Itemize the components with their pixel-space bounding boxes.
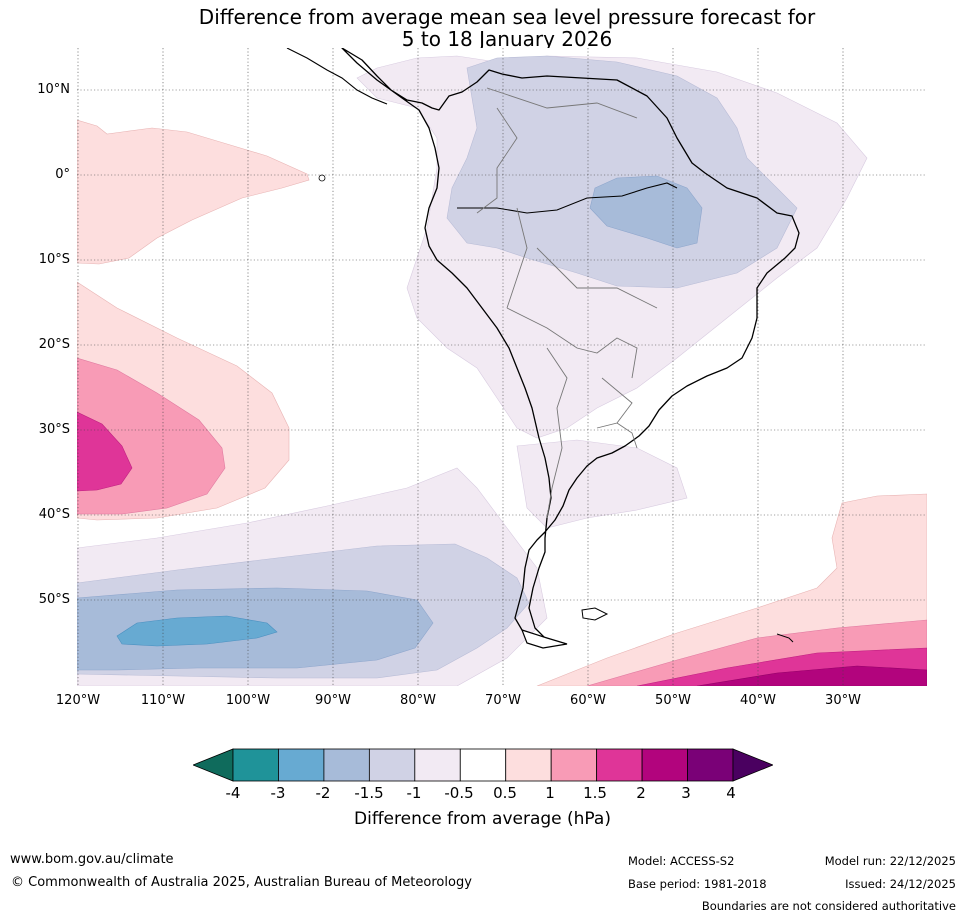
- lon-label-100w: 100°W: [225, 693, 271, 708]
- map-title-line-1: Difference from average mean sea level p…: [198, 5, 816, 29]
- colorbar-tick-label: 1: [545, 784, 555, 802]
- lat-label-50s: 50°S: [38, 592, 70, 607]
- colorbar-cell: [641, 748, 688, 782]
- colorbar-cell: [368, 748, 416, 782]
- colorbar-tick-label: 3: [681, 784, 691, 802]
- colorbar-cell: [459, 748, 507, 782]
- negative-anomaly-2-southern-pacific: [116, 615, 278, 647]
- base-period: Base period: 1981-2018: [628, 877, 767, 891]
- colorbar-tick-label: -3: [270, 784, 286, 802]
- colorbar-tick-label: 0.5: [493, 784, 517, 802]
- colorbar-extend-low-arrow: [193, 748, 234, 782]
- model-run-date: Model run: 22/12/2025: [824, 854, 956, 868]
- tierra-del-fuego: [520, 629, 568, 649]
- copyright-notice: © Commonwealth of Australia 2025, Austra…: [11, 875, 472, 890]
- colorbar-extend-high-arrow: [732, 748, 773, 782]
- south-georgia: [776, 633, 794, 643]
- colorbar-tick-label: -2: [315, 784, 331, 802]
- positive-anomaly-1.5-southeast-pacific: [77, 411, 133, 492]
- colorbar-cell: [505, 748, 552, 782]
- lon-label-80w: 80°W: [400, 693, 436, 708]
- lat-label-0: 0°: [55, 167, 70, 182]
- negative-anomaly-0.5-patagonia: [516, 439, 688, 529]
- colorbar-cell: [323, 748, 370, 782]
- colorbar-cell: [232, 748, 279, 782]
- lon-label-30w: 30°W: [825, 693, 861, 708]
- colorbar-tick-label: -0.5: [444, 784, 474, 802]
- lat-label-20s: 20°S: [38, 337, 70, 352]
- website-link[interactable]: www.bom.gov.au/climate: [10, 852, 174, 867]
- colorbar-label: Difference from average (hPa): [354, 809, 611, 829]
- galapagos-islands: [318, 174, 326, 182]
- lon-label-40w: 40°W: [740, 693, 776, 708]
- colorbar-cell: [414, 748, 461, 782]
- colorbar-tick-label: -4: [225, 784, 241, 802]
- graticule: [77, 48, 927, 686]
- amazon-river: [457, 182, 678, 214]
- falkland-islands: [581, 607, 609, 621]
- lat-label-10s: 10°S: [38, 252, 70, 267]
- positive-anomaly-0.5-equatorial-pacific: [77, 119, 310, 265]
- lon-label-110w: 110°W: [140, 693, 186, 708]
- lon-label-120w: 120°W: [55, 693, 101, 708]
- lat-label-30s: 30°S: [38, 422, 70, 437]
- colorbar-cell: [596, 748, 643, 782]
- lat-label-40s: 40°S: [38, 507, 70, 522]
- colorbar-cell: [550, 748, 598, 782]
- map-title-line-2: 5 to 18 January 2026: [401, 27, 613, 51]
- negative-anomaly-1-south-america: [446, 55, 798, 289]
- lon-label-90w: 90°W: [315, 693, 351, 708]
- lon-label-50w: 50°W: [655, 693, 691, 708]
- boundaries-disclaimer: Boundaries are not considered authoritat…: [701, 899, 956, 913]
- pressure-anomaly-map: [77, 48, 927, 686]
- country-borders: [476, 87, 658, 519]
- positive-anomaly-2-south-atlantic: [696, 665, 927, 686]
- colorbar-tick-label: -1: [406, 784, 422, 802]
- issued-date: Issued: 24/12/2025: [845, 877, 956, 891]
- colorbar-cell: [687, 748, 734, 782]
- colorbar-cell: [278, 748, 325, 782]
- model-info: Model: ACCESS-S2: [628, 854, 735, 868]
- colorbar: [193, 748, 773, 782]
- lon-label-60w: 60°W: [570, 693, 606, 708]
- colorbar-tick-label: -1.5: [354, 784, 384, 802]
- colorbar-tick-label: 4: [726, 784, 736, 802]
- south-america-coastline: [341, 48, 800, 641]
- colorbar-tick-label: 1.5: [583, 784, 607, 802]
- negative-anomaly-1.5-amazon: [589, 175, 703, 249]
- lat-label-10n: 10°N: [37, 82, 70, 97]
- lon-label-70w: 70°W: [485, 693, 521, 708]
- colorbar-tick-label: 2: [636, 784, 646, 802]
- central-america-coastline: [286, 48, 388, 105]
